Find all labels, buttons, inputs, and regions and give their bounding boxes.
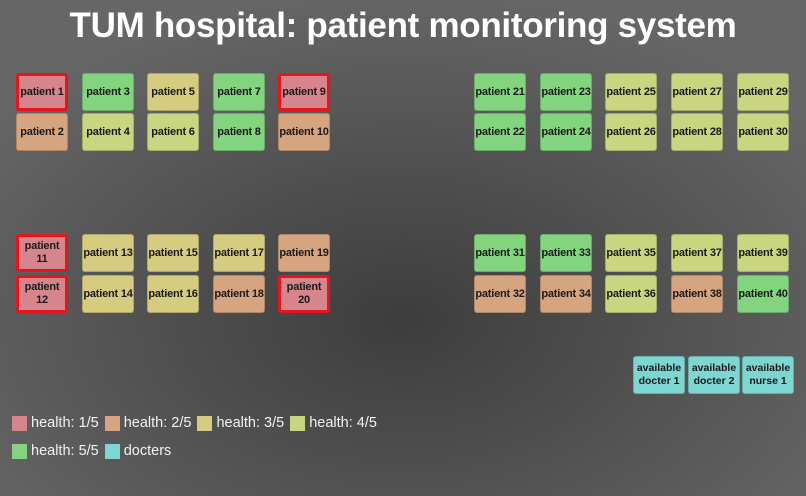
patient-card-26[interactable]: patient 26 <box>605 113 657 151</box>
patient-card-31[interactable]: patient 31 <box>474 234 526 272</box>
patient-card-10[interactable]: patient 10 <box>278 113 330 151</box>
patient-card-36[interactable]: patient 36 <box>605 275 657 313</box>
patient-card-25[interactable]: patient 25 <box>605 73 657 111</box>
patient-card-9[interactable]: patient 9 <box>278 73 330 111</box>
patient-card-34[interactable]: patient 34 <box>540 275 592 313</box>
patient-card-40[interactable]: patient 40 <box>737 275 789 313</box>
legend-item-health-1: health: 1/5 <box>12 415 99 431</box>
legend-item-health-3: health: 3/5 <box>197 415 284 431</box>
patient-card-1[interactable]: patient 1 <box>16 73 68 111</box>
staff-card-docter-2[interactable]: available docter 2 <box>688 356 740 394</box>
patient-card-37[interactable]: patient 37 <box>671 234 723 272</box>
patient-card-14[interactable]: patient 14 <box>82 275 134 313</box>
patient-card-32[interactable]: patient 32 <box>474 275 526 313</box>
patient-card-5[interactable]: patient 5 <box>147 73 199 111</box>
legend-label: health: 5/5 <box>31 443 99 459</box>
legend-item-docters: docters <box>104 443 172 459</box>
swatch-health-5 <box>12 443 27 459</box>
legend-label: docters <box>123 443 172 459</box>
patient-card-3[interactable]: patient 3 <box>82 73 134 111</box>
patient-card-27[interactable]: patient 27 <box>671 73 723 111</box>
staff-card-docter-1[interactable]: available docter 1 <box>633 356 685 394</box>
swatch-health-4 <box>290 415 306 431</box>
swatch-health-1 <box>12 415 27 431</box>
patient-card-16[interactable]: patient 16 <box>147 275 199 313</box>
patient-card-33[interactable]: patient 33 <box>540 234 592 272</box>
patient-card-23[interactable]: patient 23 <box>540 73 592 111</box>
patient-card-30[interactable]: patient 30 <box>737 113 789 151</box>
patient-card-22[interactable]: patient 22 <box>474 113 526 151</box>
legend-label: health: 1/5 <box>31 415 99 431</box>
patient-card-29[interactable]: patient 29 <box>737 73 789 111</box>
patient-card-24[interactable]: patient 24 <box>540 113 592 151</box>
patient-card-8[interactable]: patient 8 <box>213 113 265 151</box>
patient-card-6[interactable]: patient 6 <box>147 113 199 151</box>
patient-card-2[interactable]: patient 2 <box>16 113 68 151</box>
patient-card-13[interactable]: patient 13 <box>82 234 134 272</box>
patient-card-38[interactable]: patient 38 <box>671 275 723 313</box>
swatch-health-2 <box>104 415 120 431</box>
staff-card-nurse-1[interactable]: available nurse 1 <box>742 356 794 394</box>
legend-label: health: 4/5 <box>309 415 377 431</box>
legend-item-health-4: health: 4/5 <box>290 415 377 431</box>
legend-label: health: 2/5 <box>123 415 192 431</box>
page-title: TUM hospital: patient monitoring system <box>69 6 737 45</box>
patient-card-21[interactable]: patient 21 <box>474 73 526 111</box>
swatch-docters <box>104 443 120 459</box>
legend: health: 1/5 health: 2/5 health: 3/5 heal… <box>12 414 412 470</box>
patient-card-28[interactable]: patient 28 <box>671 113 723 151</box>
legend-label: health: 3/5 <box>216 415 285 431</box>
patient-card-4[interactable]: patient 4 <box>82 113 134 151</box>
patient-card-39[interactable]: patient 39 <box>737 234 789 272</box>
patient-card-12[interactable]: patient 12 <box>16 275 68 313</box>
patient-card-20[interactable]: patient 20 <box>278 275 330 313</box>
patient-card-17[interactable]: patient 17 <box>213 234 265 272</box>
patient-card-7[interactable]: patient 7 <box>213 73 265 111</box>
legend-item-health-2: health: 2/5 <box>104 415 192 431</box>
patient-card-15[interactable]: patient 15 <box>147 234 199 272</box>
patient-card-11[interactable]: patient 11 <box>16 234 68 272</box>
swatch-health-3 <box>197 415 213 431</box>
patient-card-19[interactable]: patient 19 <box>278 234 330 272</box>
patient-card-18[interactable]: patient 18 <box>213 275 265 313</box>
patient-card-35[interactable]: patient 35 <box>605 234 657 272</box>
legend-item-health-5: health: 5/5 <box>12 443 99 459</box>
